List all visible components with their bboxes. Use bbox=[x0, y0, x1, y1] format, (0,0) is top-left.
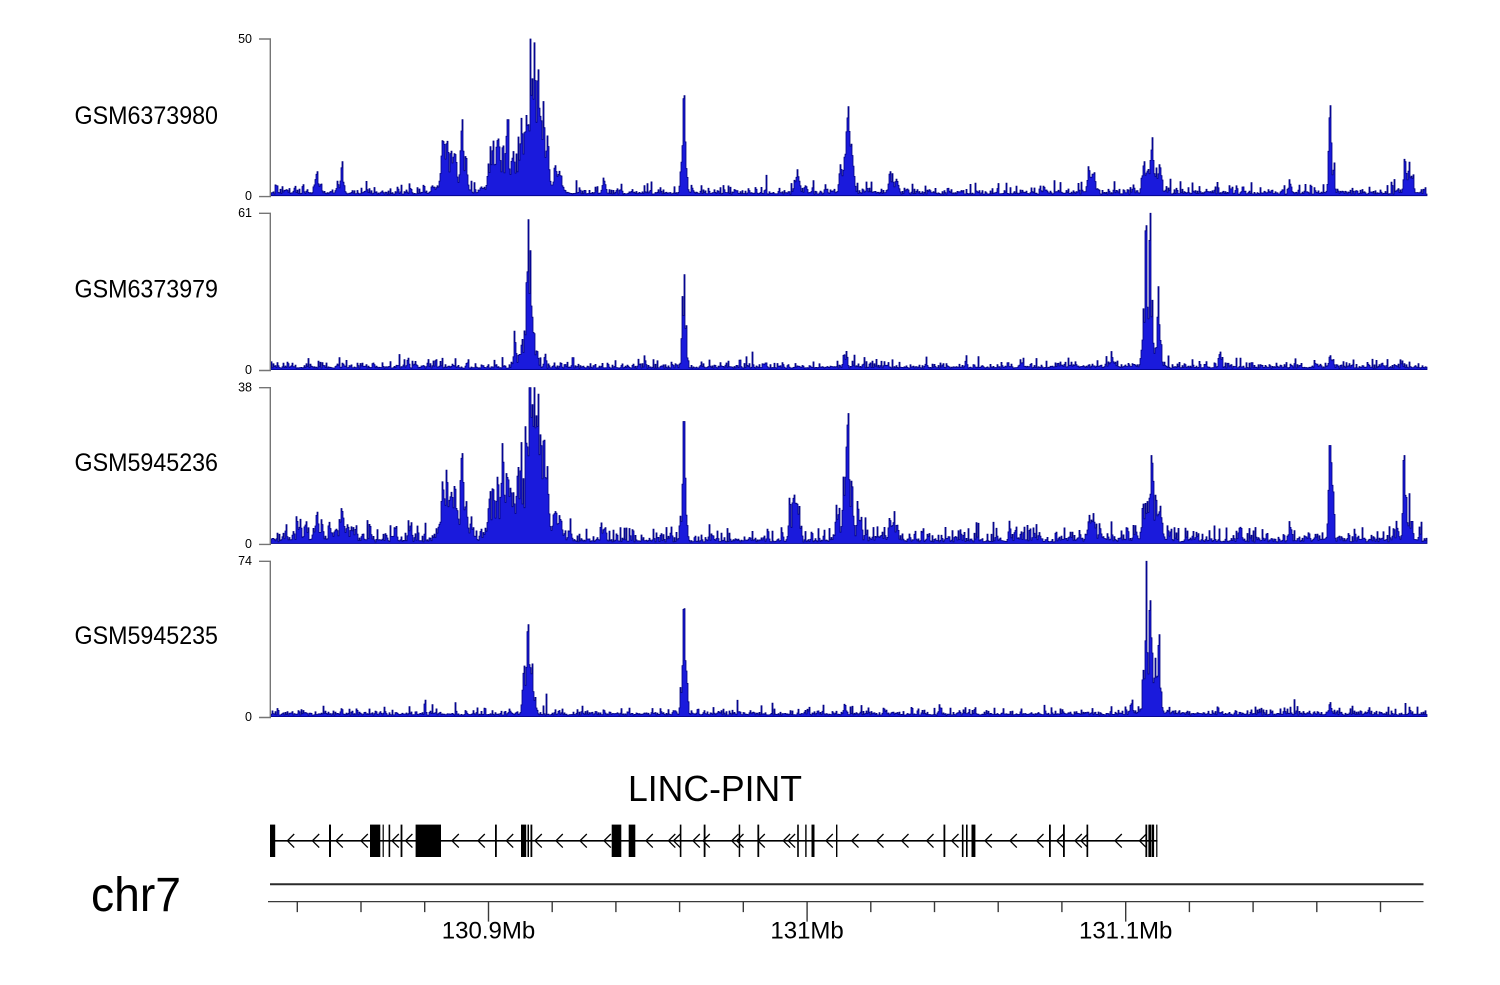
svg-text:0: 0 bbox=[245, 189, 252, 203]
svg-text:0: 0 bbox=[245, 537, 252, 551]
svg-text:GSM5945235: GSM5945235 bbox=[75, 622, 219, 650]
svg-text:38: 38 bbox=[238, 381, 252, 395]
svg-text:GSM6373979: GSM6373979 bbox=[75, 275, 219, 303]
svg-text:130.9Mb: 130.9Mb bbox=[442, 918, 535, 945]
svg-text:0: 0 bbox=[245, 363, 252, 377]
svg-text:LINC-PINT: LINC-PINT bbox=[628, 768, 802, 809]
svg-text:chr7: chr7 bbox=[91, 869, 181, 922]
svg-text:GSM5945236: GSM5945236 bbox=[75, 449, 219, 477]
svg-text:GSM6373980: GSM6373980 bbox=[75, 102, 219, 130]
svg-text:74: 74 bbox=[238, 554, 252, 568]
svg-text:131.1Mb: 131.1Mb bbox=[1079, 918, 1172, 945]
svg-text:50: 50 bbox=[238, 32, 252, 46]
svg-text:0: 0 bbox=[245, 710, 252, 724]
svg-text:61: 61 bbox=[238, 206, 252, 220]
svg-text:131Mb: 131Mb bbox=[770, 918, 843, 945]
